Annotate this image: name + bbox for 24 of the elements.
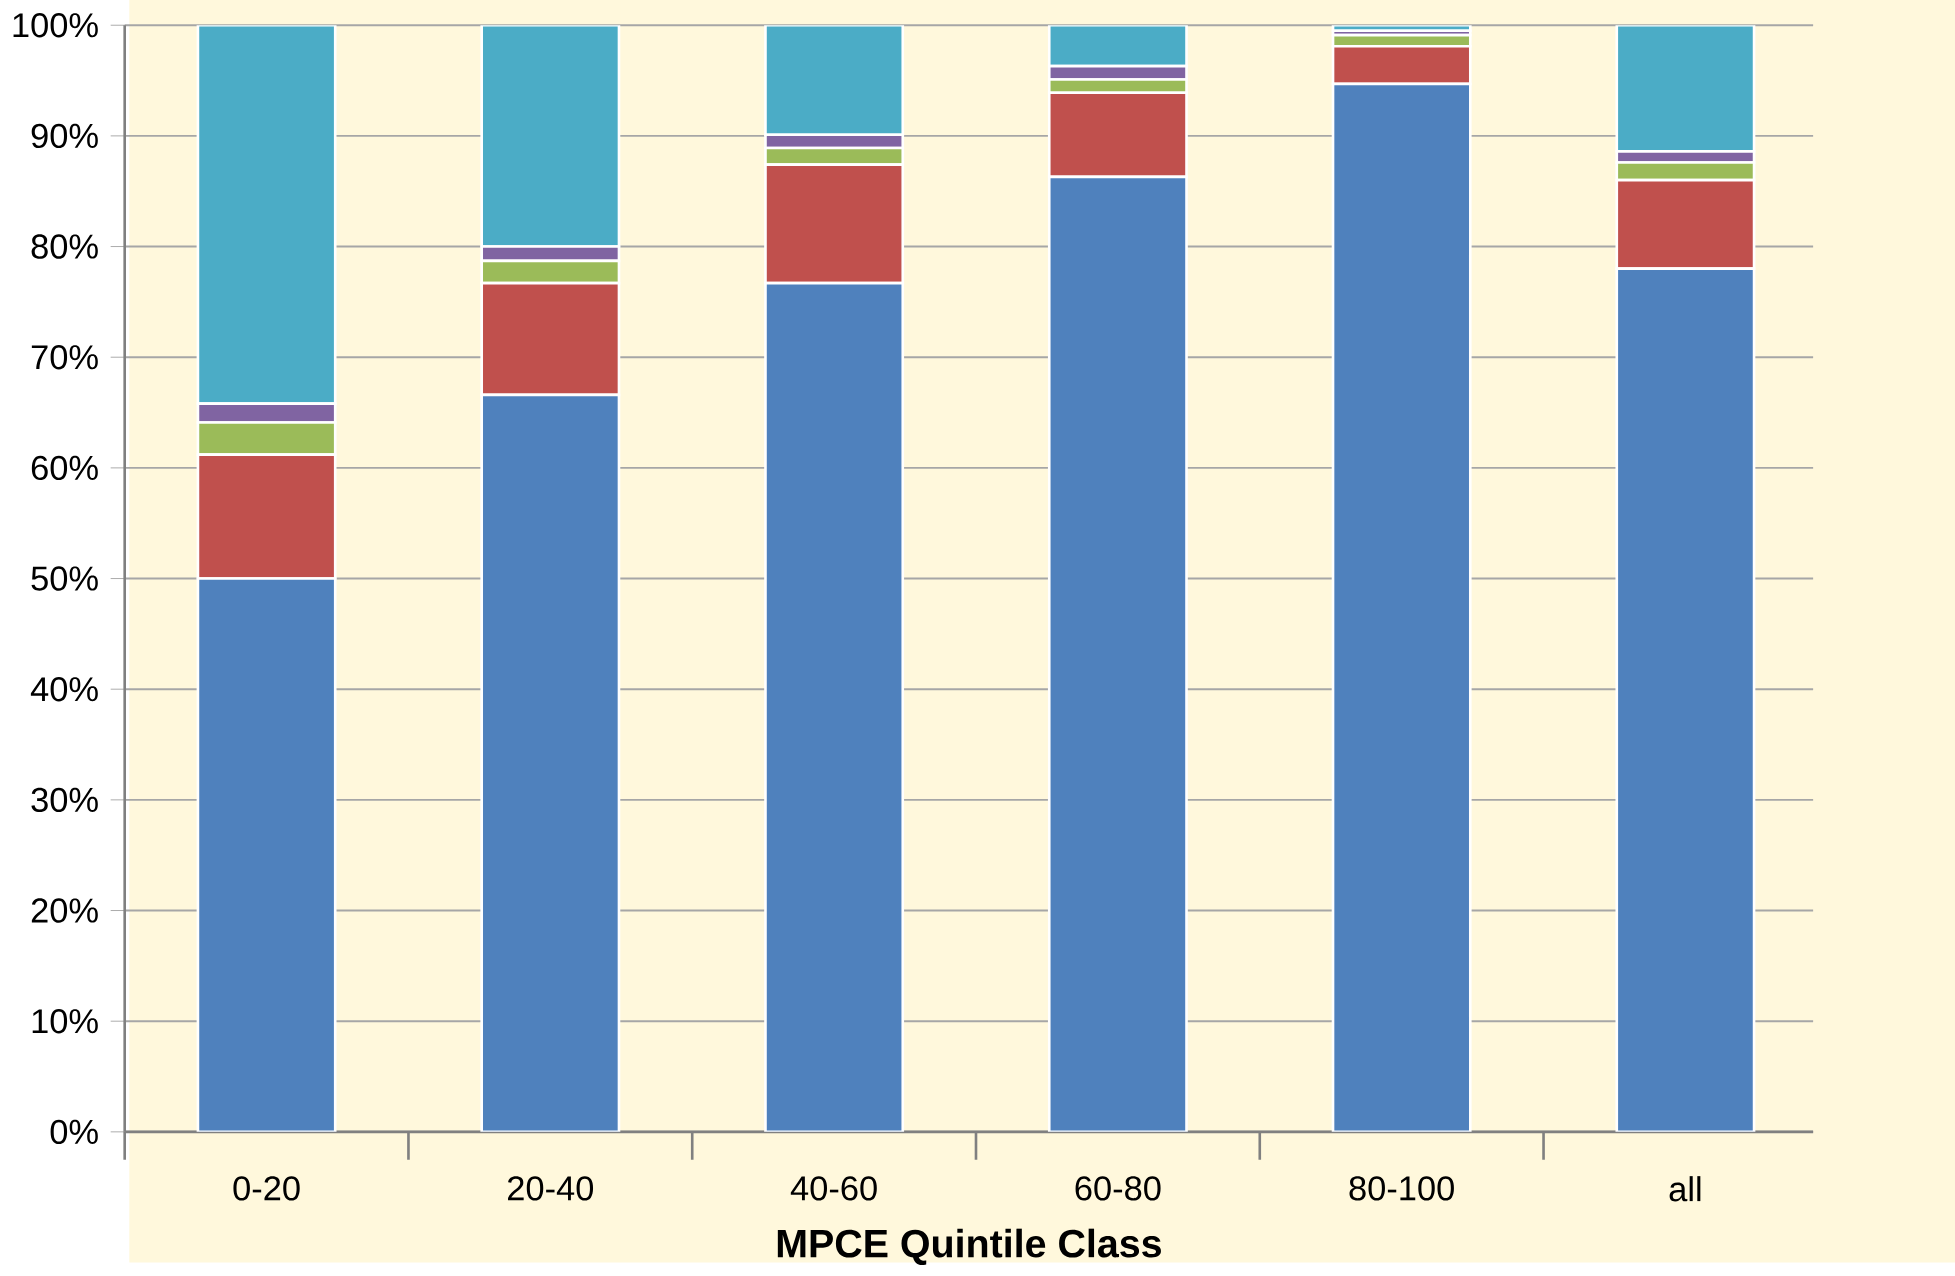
x-tick-label: all bbox=[1669, 1176, 1701, 1202]
x-tick-label: 80-100 bbox=[1349, 1176, 1454, 1201]
bar bbox=[1615, 267, 1756, 1132]
y-tick-label: 20% bbox=[31, 898, 98, 923]
y-tick-label: 90% bbox=[31, 123, 98, 149]
y-tick-label: 30% bbox=[31, 787, 98, 813]
y-tick-label: 0% bbox=[50, 1119, 98, 1145]
x-tick-label: 60-80 bbox=[1075, 1176, 1161, 1201]
x-tick-label: 40-60 bbox=[790, 1176, 877, 1201]
y-tick-label: 10% bbox=[32, 1009, 98, 1034]
y-tick-label: 100% bbox=[13, 13, 98, 38]
bar bbox=[1615, 25, 1756, 153]
bar bbox=[480, 25, 621, 248]
bar bbox=[1331, 82, 1472, 1132]
x-axis-title: MPCE Quintile Class bbox=[777, 1228, 1161, 1266]
y-tick-label: 80% bbox=[31, 234, 98, 259]
x-tick-label: 0-20 bbox=[233, 1176, 300, 1201]
y-tick-label: 70% bbox=[31, 345, 98, 370]
bar bbox=[196, 577, 337, 1132]
bar bbox=[480, 393, 621, 1132]
x-tick-label: 20-40 bbox=[508, 1176, 594, 1201]
y-tick-label: 60% bbox=[31, 455, 98, 481]
y-tick-label: 50% bbox=[31, 566, 98, 591]
y-tick-label: 40% bbox=[30, 677, 98, 702]
